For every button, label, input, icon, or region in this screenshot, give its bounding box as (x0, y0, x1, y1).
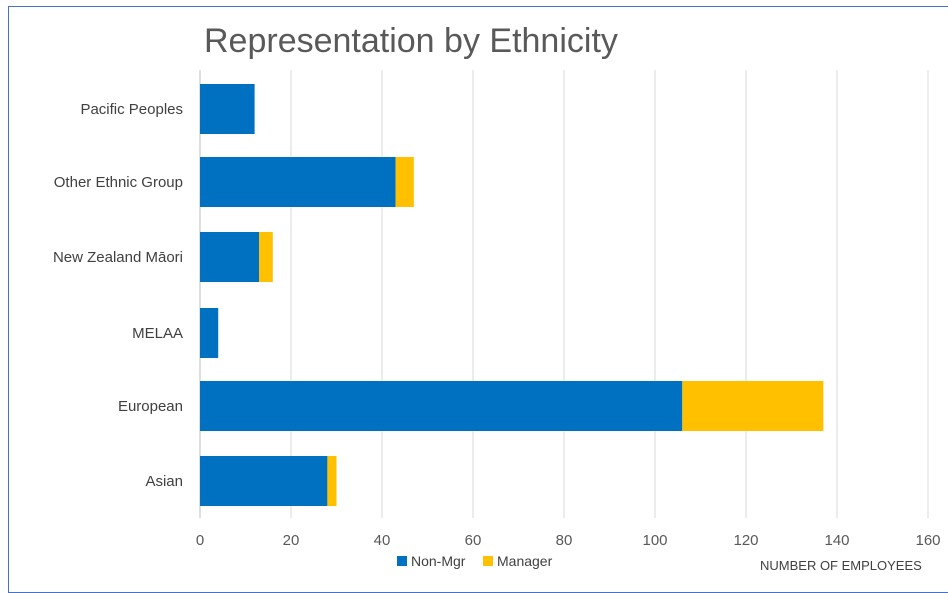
gridlines (199, 70, 929, 518)
bar-manager (259, 232, 273, 282)
legend-label: Manager (497, 553, 553, 569)
x-tick-label: 140 (824, 532, 849, 549)
bar-non-mgr (200, 84, 255, 134)
bar-non-mgr (200, 157, 396, 207)
category-label: Pacific Peoples (80, 101, 183, 118)
bars (200, 84, 824, 506)
bar-non-mgr (200, 456, 328, 506)
x-tick-label: 40 (374, 532, 391, 549)
x-tick-label: 60 (465, 532, 482, 549)
x-tick-label: 120 (733, 532, 758, 549)
x-tick-label: 160 (915, 532, 940, 549)
category-labels: Asian European MELAA New Zealand Māori Other… (53, 101, 183, 490)
bar-non-mgr (200, 232, 260, 282)
category-label: Other Ethnic Group (54, 174, 183, 191)
category-label: MELAA (132, 325, 183, 342)
chart-title: Representation by Ethnicity (204, 22, 618, 60)
x-axis-label: NUMBER OF EMPLOYEES (760, 558, 922, 573)
bar-non-mgr (200, 381, 683, 431)
category-label: New Zealand Māori (53, 249, 183, 266)
category-label: European (118, 398, 183, 415)
legend-swatch (483, 556, 493, 566)
bar-manager (682, 381, 824, 431)
x-tick-label: 20 (283, 532, 300, 549)
x-tick-labels: 0 20 40 60 80 100 120 140 160 (196, 532, 941, 549)
bar-manager (327, 456, 337, 506)
bar-manager (395, 157, 414, 207)
legend-label: Non-Mgr (411, 553, 466, 569)
legend: Non-Mgr Manager (397, 553, 553, 569)
x-tick-label: 100 (642, 532, 667, 549)
x-tick-label: 0 (196, 532, 204, 549)
category-label: Asian (145, 473, 183, 490)
legend-swatch (397, 556, 407, 566)
bar-non-mgr (200, 308, 219, 358)
chart-frame (8, 6, 948, 593)
x-tick-label: 80 (556, 532, 573, 549)
